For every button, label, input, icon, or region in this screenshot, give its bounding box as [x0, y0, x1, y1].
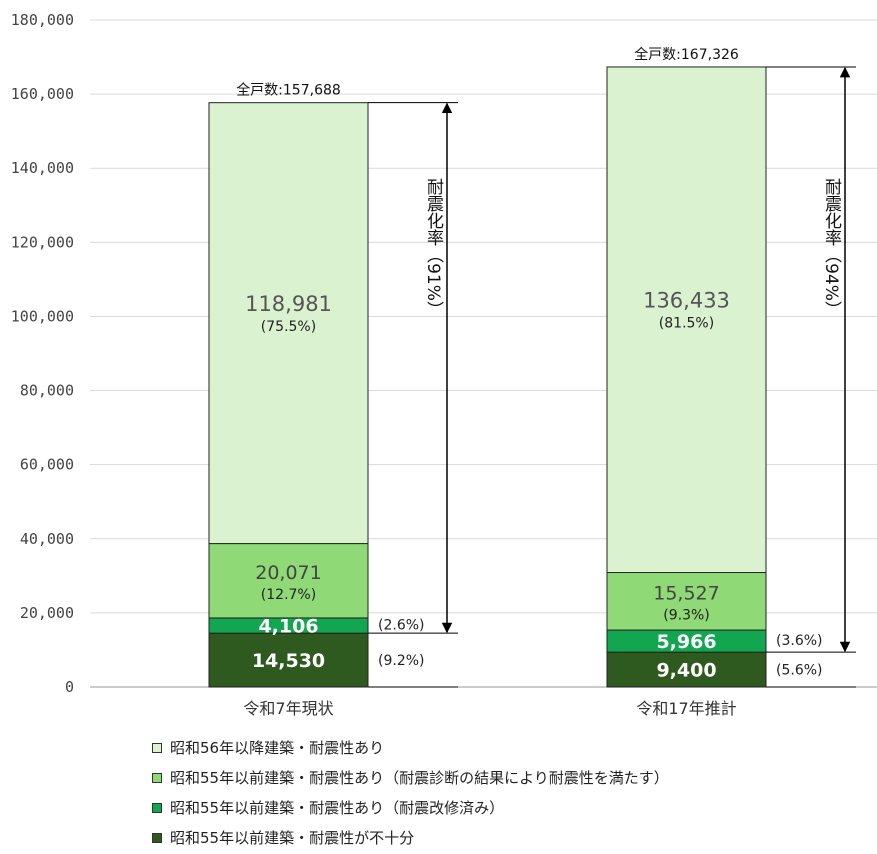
legend-item-post-1981: 昭和56年以降建築・耐震性あり — [150, 733, 669, 763]
percent-label: (81.5%) — [659, 316, 714, 332]
percent-label: (9.2%) — [378, 653, 425, 669]
data-label: 15,527 — [653, 582, 719, 604]
total-label: 全戸数:167,326 — [634, 46, 739, 63]
legend: 昭和56年以降建築・耐震性あり 昭和55年以前建築・耐震性あり（耐震診断の結果に… — [150, 733, 669, 853]
legend-item-insufficient: 昭和55年以前建築・耐震性が不十分 — [150, 823, 669, 853]
bar-segment — [606, 572, 767, 631]
data-label: 118,981 — [245, 292, 332, 316]
legend-label-diagnosed-ok: 昭和55年以前建築・耐震性あり（耐震診断の結果により耐震性を満たす） — [170, 769, 669, 787]
legend-item-retrofitted: 昭和55年以前建築・耐震性あり（耐震改修済み） — [150, 793, 669, 823]
data-label: 14,530 — [252, 650, 325, 672]
data-label: 9,400 — [656, 660, 716, 682]
y-tick-label: 0 — [65, 678, 74, 696]
legend-swatch-diagnosed-ok — [152, 773, 162, 783]
legend-label-post-1981: 昭和56年以降建築・耐震性あり — [170, 739, 385, 757]
percent-label: (2.6%) — [378, 618, 425, 634]
legend-label-retrofitted: 昭和55年以前建築・耐震性あり（耐震改修済み） — [170, 799, 505, 817]
legend-swatch-retrofitted — [152, 803, 162, 813]
legend-swatch-insufficient — [152, 833, 162, 843]
bar-segment — [606, 66, 767, 574]
data-label: 20,071 — [255, 562, 321, 584]
stacked-bar-chart: 0 20,000 40,000 60,000 80,000 100,000 120,000 1… — [11, 11, 877, 718]
data-label: 5,966 — [656, 631, 716, 653]
percent-label: (3.6%) — [776, 633, 823, 649]
legend-item-diagnosed-ok: 昭和55年以前建築・耐震性あり（耐震診断の結果により耐震性を満たす） — [150, 763, 669, 793]
legend-swatch-post-1981 — [152, 743, 162, 753]
percent-label: (12.7%) — [261, 587, 316, 603]
data-label: 4,106 — [258, 616, 318, 638]
y-tick-label: 40,000 — [20, 530, 74, 548]
resistance-rate-label: 耐震化率（91%） — [423, 178, 444, 318]
y-tick-label: 180,000 — [11, 11, 74, 29]
y-tick-label: 120,000 — [11, 233, 74, 251]
x-tick-label: 令和7年現状 — [243, 699, 333, 718]
legend-label-insufficient: 昭和55年以前建築・耐震性が不十分 — [170, 829, 415, 847]
percent-label: (9.3%) — [663, 607, 710, 623]
y-tick-label: 100,000 — [11, 307, 74, 325]
y-tick-label: 80,000 — [20, 382, 74, 400]
y-tick-label: 160,000 — [11, 85, 74, 103]
total-label: 全戸数:157,688 — [236, 82, 341, 99]
bar-segment — [208, 543, 369, 619]
resistance-rate-label: 耐震化率（94%） — [821, 178, 842, 318]
y-tick-label: 60,000 — [20, 456, 74, 474]
bar-segment — [208, 102, 369, 545]
percent-label: (5.6%) — [776, 663, 823, 679]
y-tick-label: 20,000 — [20, 604, 74, 622]
y-tick-label: 140,000 — [11, 159, 74, 177]
percent-label: (75.5%) — [261, 319, 316, 335]
bar-segment — [606, 651, 767, 688]
data-label: 136,433 — [643, 289, 730, 313]
x-tick-label: 令和17年推計 — [636, 699, 736, 718]
